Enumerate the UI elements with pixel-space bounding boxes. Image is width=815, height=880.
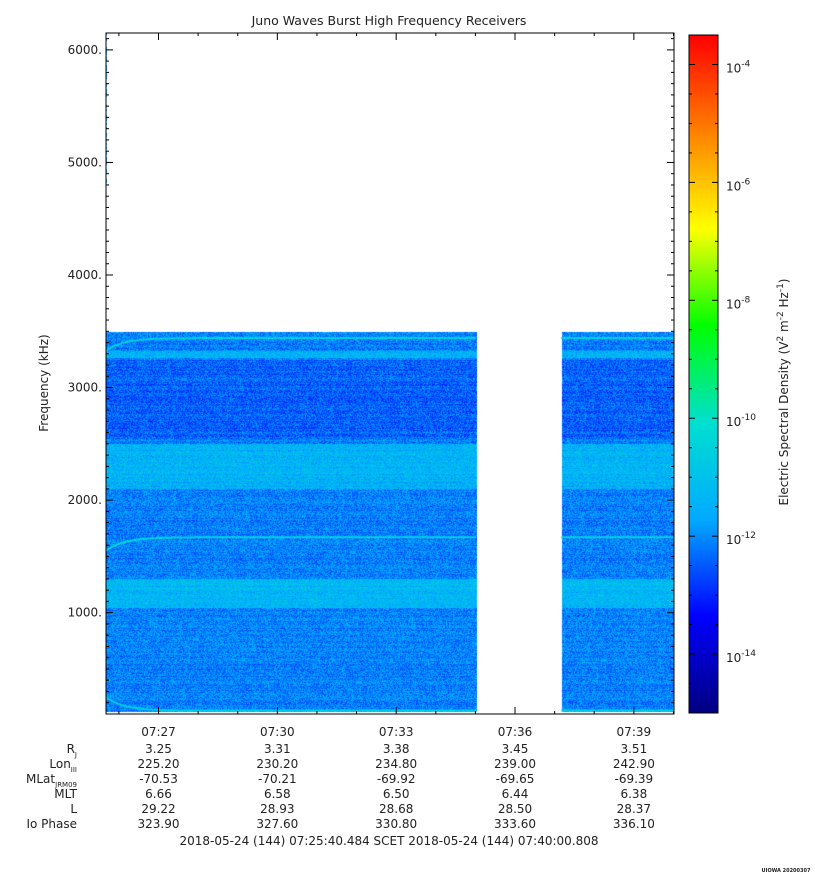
ephemeris-value: 230.20 xyxy=(256,757,298,771)
ephemeris-value: 323.90 xyxy=(137,817,179,831)
ephemeris-row-label: RJ xyxy=(67,742,77,759)
ephemeris-table: RJ 3.25 3.31 3.38 3.45 3.51 LonIII 225.20 230.… xyxy=(26,742,655,831)
colorbar-tick-label: 10-4 xyxy=(726,59,751,75)
ephemeris-row-label: L xyxy=(70,802,77,816)
ephemeris-row-label: MLatJRM09 xyxy=(26,772,77,789)
ephemeris-value: 3.51 xyxy=(620,742,647,756)
ephemeris-value: -70.21 xyxy=(258,772,297,786)
y-axis: 1000. 2000. 3000. 4000. 5000. 6000. xyxy=(68,38,674,704)
spectrogram-image-holder xyxy=(106,33,674,714)
time-range-footer: 2018-05-24 (144) 07:25:40.484 SCET 2018-… xyxy=(179,834,598,848)
ephemeris-value: -69.92 xyxy=(377,772,416,786)
ephemeris-value: 3.25 xyxy=(145,742,172,756)
x-tick-label: 07:36 xyxy=(498,725,533,739)
ephemeris-value: 6.44 xyxy=(502,787,529,801)
ephemeris-value: 239.00 xyxy=(494,757,536,771)
plot-area xyxy=(105,32,675,715)
x-tick-label: 07:39 xyxy=(617,725,652,739)
ephemeris-value: -69.65 xyxy=(496,772,535,786)
ephemeris-value: 327.60 xyxy=(256,817,298,831)
y-tick-label: 4000. xyxy=(68,268,102,282)
y-axis-label: Frequency (kHz) xyxy=(37,334,51,431)
colorbar-tick-label: 10-6 xyxy=(726,177,751,193)
ephemeris-row-label: LonIII xyxy=(49,757,77,774)
ephemeris-value: 3.38 xyxy=(383,742,410,756)
y-tick-label: 6000. xyxy=(68,43,102,57)
ephemeris-value: -70.53 xyxy=(139,772,178,786)
ephemeris-value: 6.58 xyxy=(264,787,291,801)
processing-stamp: UIOWA 20200307 xyxy=(762,868,811,874)
plot-frame xyxy=(105,32,675,715)
x-tick-label: 07:27 xyxy=(141,725,176,739)
ephemeris-value: 6.38 xyxy=(620,787,647,801)
ephemeris-value: 3.45 xyxy=(502,742,529,756)
y-tick-label: 3000. xyxy=(68,381,102,395)
ephemeris-value: 225.20 xyxy=(137,757,179,771)
ephemeris-value: 333.60 xyxy=(494,817,536,831)
spectrogram-heatmap xyxy=(106,33,674,714)
chart-title: Juno Waves Burst High Frequency Receiver… xyxy=(251,13,527,28)
x-axis: 07:27 07:30 07:33 07:36 07:39 xyxy=(118,33,674,739)
colorbar-tick-label: 10-10 xyxy=(726,413,756,429)
y-tick-label: 5000. xyxy=(68,155,102,169)
colorbar-tick-label: 10-8 xyxy=(726,295,751,311)
ephemeris-value: 29.22 xyxy=(141,802,175,816)
ephemeris-value: 6.50 xyxy=(383,787,410,801)
colorbar-tick-label: 10-12 xyxy=(726,531,756,547)
ephemeris-value: 242.90 xyxy=(613,757,655,771)
y-tick-label: 2000. xyxy=(68,493,102,507)
x-tick-label: 07:33 xyxy=(379,725,414,739)
ephemeris-value: 28.93 xyxy=(260,802,294,816)
colorbar-tick-label: 10-14 xyxy=(726,649,756,665)
ephemeris-value: 28.37 xyxy=(617,802,651,816)
ephemeris-row-label: MLT xyxy=(54,787,77,801)
ephemeris-row-label: Io Phase xyxy=(26,817,77,831)
colorbar: 10-14 10-12 10-10 10-8 10-6 10-4 Electric Spe… xyxy=(688,34,791,714)
ephemeris-value: -69.39 xyxy=(615,772,654,786)
ephemeris-value: 3.31 xyxy=(264,742,291,756)
colorbar-gradient xyxy=(688,34,719,714)
ephemeris-value: 28.68 xyxy=(379,802,413,816)
ephemeris-value: 234.80 xyxy=(375,757,417,771)
ephemeris-value: 28.50 xyxy=(498,802,532,816)
y-tick-label: 1000. xyxy=(68,606,102,620)
ephemeris-value: 6.66 xyxy=(145,787,172,801)
x-tick-label: 07:30 xyxy=(260,725,295,739)
ephemeris-value: 330.80 xyxy=(375,817,417,831)
colorbar-ticks: 10-14 10-12 10-10 10-8 10-6 10-4 xyxy=(689,34,756,714)
colorbar-label: Electric Spectral Density (V2 m-2 Hz-1) xyxy=(776,278,791,505)
ephemeris-value: 336.10 xyxy=(613,817,655,831)
